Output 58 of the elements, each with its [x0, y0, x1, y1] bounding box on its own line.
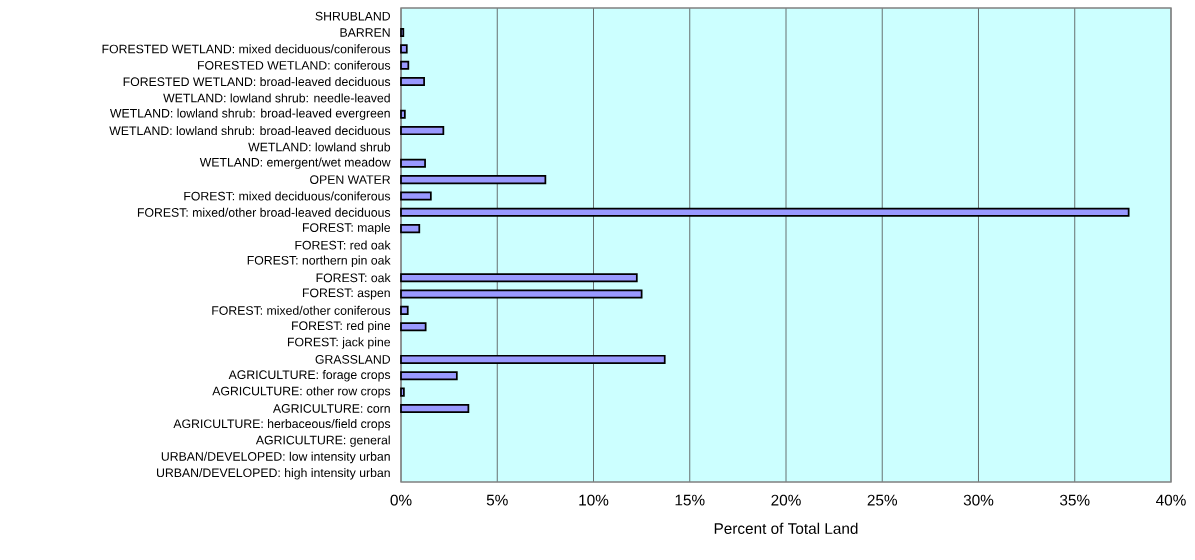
y-tick-label: FOREST: mixed/other broad-leaved deciduous: [137, 207, 391, 217]
y-tick-label: GRASSLAND: [315, 355, 391, 364]
y-tick-label: FOREST: oak: [316, 273, 391, 283]
bar: [400, 191, 432, 201]
bar: [400, 109, 406, 119]
y-tick-label: FOREST: red oak: [295, 240, 391, 250]
y-tick-label: AGRICULTURE: forage crops: [228, 370, 391, 382]
y-tick-label: WETLAND: lowland shrub: [248, 142, 391, 152]
bar: [400, 224, 421, 234]
bar: [400, 371, 458, 381]
bar: [400, 27, 405, 38]
x-tick-label: 35%: [1059, 494, 1090, 506]
y-tick-label: FOREST: mixed deciduous/coniferous: [184, 191, 391, 201]
y-tick-label: WETLAND: lowland shrub: broad-leaved deciduous: [109, 126, 391, 136]
x-tick-label: 5%: [486, 494, 508, 506]
bar: [400, 158, 426, 168]
y-tick-label: FORESTED WETLAND: coniferous: [198, 60, 391, 70]
x-tick-label: 25%: [867, 494, 898, 506]
y-tick-label: URBAN/DEVELOPED: low intensity urban: [161, 451, 390, 464]
y-tick-label: WETLAND: emergent/wet meadow: [199, 157, 391, 169]
y-tick-label: AGRICULTURE: other row crops: [212, 386, 391, 398]
y-tick-label: FOREST: red pine: [292, 321, 391, 333]
bar: [400, 305, 409, 315]
y-tick-label: FORESTED WETLAND: broad-leaved deciduous: [123, 77, 391, 87]
x-tick-label: 0%: [390, 494, 412, 506]
y-tick-label: SHRUBLAND: [315, 11, 391, 21]
x-tick-label: 30%: [963, 494, 994, 506]
y-tick-label: AGRICULTURE: corn: [272, 404, 390, 413]
y-tick-label: FOREST: jack pine: [287, 337, 391, 349]
bar: [400, 60, 410, 70]
y-tick-label: AGRICULTURE: general: [255, 435, 390, 447]
bar: [400, 44, 408, 54]
bar: [400, 175, 547, 185]
x-tick-label: 15%: [675, 494, 705, 506]
y-tick-label: URBAN/DEVELOPED: high intensity urban: [157, 468, 390, 480]
bar: [400, 207, 1130, 217]
y-tick-label: FOREST: aspen: [302, 288, 390, 300]
y-tick-label: FOREST: northern pin oak: [247, 255, 391, 268]
y-tick-label: OPEN WATER: [310, 175, 391, 184]
bar: [400, 354, 666, 364]
x-axis-title: Percent of Total Land: [714, 522, 858, 534]
bar: [400, 322, 427, 332]
x-tick-label: 10%: [579, 494, 609, 506]
bar: [400, 289, 643, 299]
y-tick-label: FOREST: maple: [303, 222, 391, 235]
y-tick-label: BARREN: [340, 28, 390, 37]
x-tick-label: 40%: [1156, 494, 1186, 506]
y-tick-label: AGRICULTURE: herbaceous/field crops: [173, 419, 391, 431]
bar: [400, 126, 445, 136]
y-tick-label: FORESTED WETLAND: mixed deciduous/coniferous: [102, 44, 391, 54]
y-tick-label: FOREST: mixed/other coniferous: [212, 305, 391, 315]
bar: [400, 273, 638, 283]
y-tick-label: WETLAND: lowland shrub: needle-leaved: [163, 93, 390, 103]
x-tick-label: 20%: [771, 494, 801, 506]
bar: [400, 77, 425, 87]
bar: [400, 403, 470, 413]
y-tick-label: WETLAND: lowland shrub: broad-leaved evergreen: [109, 108, 390, 120]
bar: [400, 387, 405, 397]
